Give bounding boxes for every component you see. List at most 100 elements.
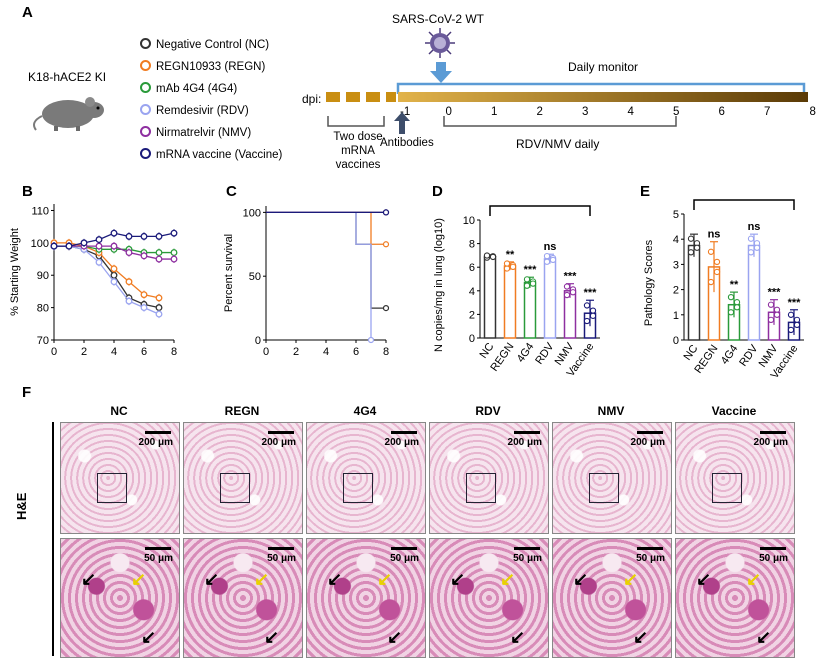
mouse-icon [33,97,104,131]
timeline-tick-label: 0 [445,106,452,118]
scale-label: 200 μm [384,437,419,448]
histology-image-top-regn: 200 μm [183,422,303,534]
data-point [773,311,781,318]
x-tick-label: 8 [171,346,177,358]
column-title-rdv: RDV [475,404,501,418]
arrow-icon: ↙ [633,627,649,647]
histology-image-bottom-4g4: 50 μm ↙ ↙ ↙ [306,538,426,658]
scale-bar [637,547,663,550]
data-point [563,291,571,299]
scale-label: 200 μm [507,437,542,448]
data-point [503,260,511,267]
data-point [509,263,517,270]
data-point [110,229,118,237]
data-point [170,255,178,263]
zoom-region-box [712,473,742,503]
y-axis-label: Percent survival [223,234,235,312]
arrow-icon: ↙ [81,569,97,589]
x-tick-label: 0 [51,346,57,358]
data-point [483,252,491,259]
data-point [713,258,721,266]
x-tick-label: 2 [81,346,87,358]
vaccine-schedule-label: Two dose mRNA vaccines [328,130,388,172]
scale-label: 50 μm [759,553,788,564]
timeline-tick-label: 4 [627,106,634,118]
y-tick-label: 50 [249,271,261,283]
y-axis-label: Pathology Scores [643,239,655,326]
significance-label: *** [564,271,578,283]
data-point [787,311,795,318]
weight-chart: 0 2 4 6 8 70 80 90 100 110 % Starting Weight [9,204,178,358]
zoom-region-box [220,473,250,503]
timeline-tick-label: 5 [673,106,680,118]
y-tick-label: 70 [37,335,49,347]
data-point [727,309,735,316]
arrow-icon: ↙ [756,627,772,647]
data-point [125,297,133,305]
data-point [95,236,103,244]
arrow-icon: ↙ [510,627,526,647]
data-point [529,280,537,287]
data-point [65,242,73,250]
data-point [773,306,781,313]
x-tick-label: 4G4 [515,341,537,365]
bar-rdv [747,244,761,341]
y-tick-label: 1 [673,310,679,322]
scale-label: 200 μm [630,437,665,448]
daily-monitor-bracket [396,82,806,94]
rdv-nmv-bracket [443,116,677,127]
data-point [753,244,761,251]
scale-label: 50 μm [144,553,173,564]
timeline-tick-label: 8 [809,106,816,118]
histology-image-bottom-rdv: 50 μm ↙ ↙ ↙ [429,538,549,658]
data-point [793,321,801,329]
histology-image-bottom-nc: 50 μm ↙ ↙ ↙ [60,538,180,658]
data-point [747,235,755,242]
significance-label: ns [708,229,721,241]
scale-bar [637,431,663,434]
mrna-text: mRNA [341,145,375,157]
y-tick-label: 2 [673,285,679,297]
scale-bar [760,431,786,434]
arrow-icon: ↙ [377,569,393,589]
data-point [793,316,801,323]
data-point [125,278,133,286]
data-point [767,301,775,308]
panel-letter-d: D [432,183,443,200]
x-tick-label: 0 [263,346,269,358]
column-title-regn: REGN [224,404,260,418]
data-point [170,229,178,237]
y-tick-label: 10 [463,215,475,227]
scale-label: 50 μm [636,553,665,564]
significance-label: ns [748,221,761,233]
column-title-nmv: NMV [597,404,625,418]
legend-label: mAb 4G4 (4G4) [156,83,238,95]
histology-image-bottom-vaccine: 50 μm ↙ ↙ ↙ [675,538,795,658]
histology-image-bottom-nmv: 50 μm ↙ ↙ ↙ [552,538,672,658]
timeline-tick-label: 7 [764,106,771,118]
survival-chart: 0 2 4 6 8 0 50 100 Percent survival [223,206,390,358]
legend-item-vaccine: mRNA vaccine (Vaccine) [140,148,282,161]
legend-label: REGN10933 (REGN) [156,61,266,73]
x-tick-label: 6 [141,346,147,358]
significance-label: *** [788,297,802,309]
x-tick-label: 8 [383,346,389,358]
scale-bar [391,431,417,434]
x-tick-label: 6 [353,346,359,358]
data-point [382,304,390,312]
column-title-4g4: 4G4 [353,404,377,418]
legend-label: Negative Control (NC) [156,39,270,51]
data-point [543,252,551,260]
data-point [589,312,597,319]
survival-step-nc [266,211,386,309]
bar-regn [503,265,517,339]
bar-nc [687,244,701,341]
scale-label: 200 μm [138,437,173,448]
data-point [95,242,103,250]
two-dose-text: Two dose [333,131,383,143]
panel-letter-f: F [22,384,32,401]
significance-label: ** [506,249,515,261]
scale-bar [145,431,171,434]
scale-label: 200 μm [753,437,788,448]
data-point [382,241,390,248]
